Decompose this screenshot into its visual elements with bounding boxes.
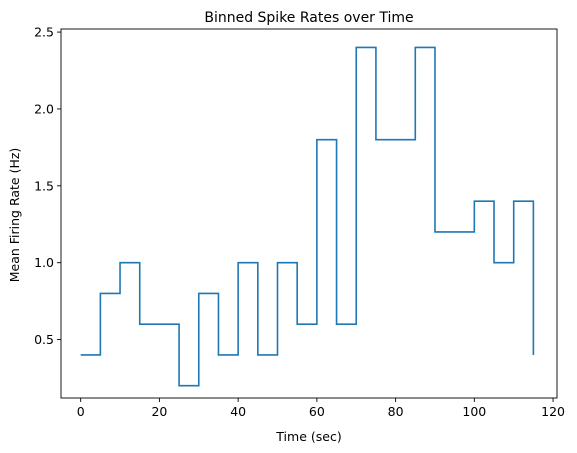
x-tick-label: 40 — [230, 404, 246, 419]
x-tick-label: 80 — [388, 404, 404, 419]
y-tick-label: 2.0 — [34, 101, 54, 116]
x-axis-ticks: 0 20 40 60 80 100 120 — [77, 398, 565, 419]
plot-area — [80, 46, 535, 387]
y-axis-ticks: 0.5 1.0 1.5 2.0 2.5 — [34, 25, 61, 347]
y-axis-label: Mean Firing Rate (Hz) — [7, 148, 22, 283]
series-line-0 — [80, 46, 535, 387]
x-tick-label: 60 — [309, 404, 325, 419]
y-tick-label: 1.0 — [34, 255, 54, 270]
x-tick-label: 20 — [151, 404, 167, 419]
axes-frame — [60, 28, 558, 399]
y-tick-label: 0.5 — [34, 332, 54, 347]
x-tick-label: 120 — [541, 404, 565, 419]
chart-title: Binned Spike Rates over Time — [204, 10, 413, 26]
x-axis-label: Time (sec) — [275, 429, 341, 444]
y-tick-label: 1.5 — [34, 178, 54, 193]
x-tick-label: 0 — [77, 404, 85, 419]
y-tick-label: 2.5 — [34, 25, 54, 40]
x-tick-label: 100 — [462, 404, 486, 419]
